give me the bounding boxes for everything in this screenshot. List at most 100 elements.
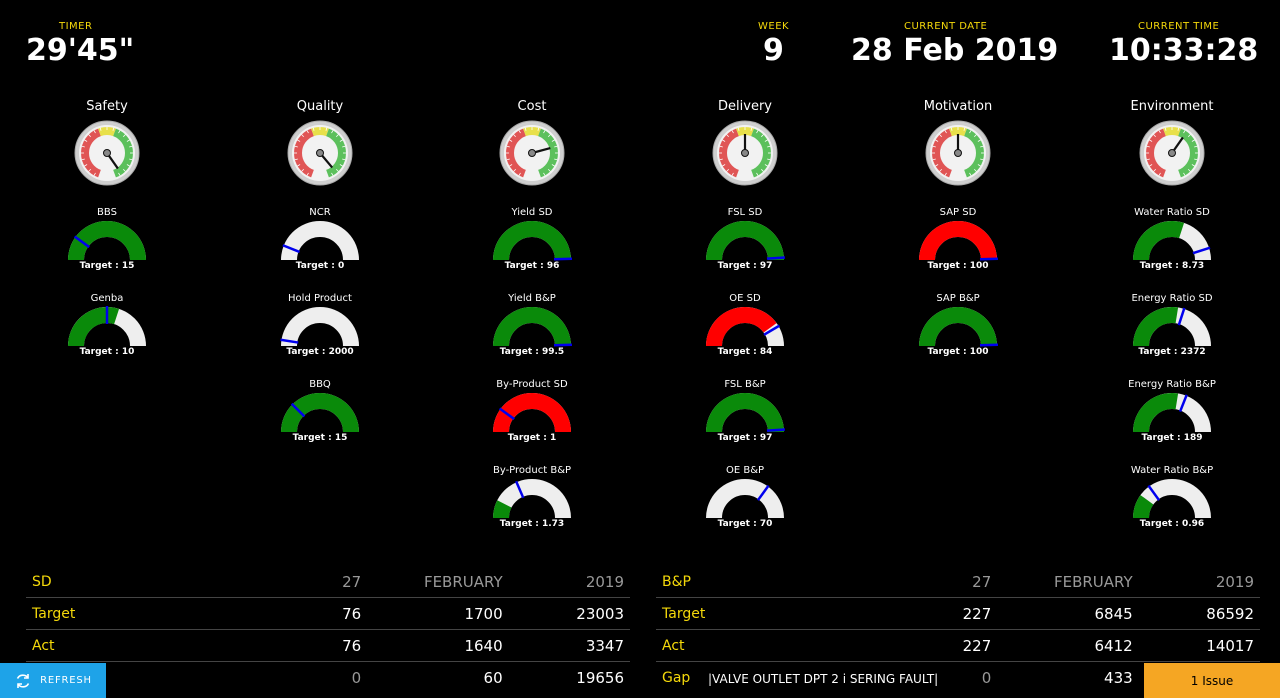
kpi-value: 2224 xyxy=(1159,335,1185,345)
cell: 1700 xyxy=(367,597,509,630)
refresh-button[interactable]: REFRESH xyxy=(0,663,106,698)
kpi-arc xyxy=(493,393,571,433)
kpi-gauge: SAP SD 98 Target : 100 xyxy=(888,206,1028,271)
row-label: Act xyxy=(656,629,867,662)
kpi-target: Target : 2372 xyxy=(1138,347,1206,357)
dial-gauge xyxy=(499,120,565,186)
kpi-arc xyxy=(493,479,571,519)
kpi-gauge: Yield B&P 99.7 Target : 99.5 xyxy=(462,292,602,357)
kpi-gauge: BBS 74 Target : 15 xyxy=(37,206,177,271)
kpi-target: Target : 1 xyxy=(507,433,557,443)
alarm-ticker: |VALVE OUTLET DPT 2 i SERING FAULT| xyxy=(708,672,939,686)
kpi-name: OE SD xyxy=(729,293,761,304)
kpi-gauge: Energy Ratio B&P 169 Target : 189 xyxy=(1102,378,1242,443)
kpi-gauge: NCR 0 Target : 0 xyxy=(250,206,390,271)
issue-button[interactable]: 1 Issue xyxy=(1144,663,1280,698)
kpi-gauge: OE SD 81 Target : 84 xyxy=(675,292,815,357)
kpi-name: NCR xyxy=(309,207,331,218)
kpi-target: Target : 97 xyxy=(717,261,773,271)
kpi-target: Target : 2000 xyxy=(286,347,354,357)
timer-label: TIMER xyxy=(59,21,93,32)
kpi-arc xyxy=(281,393,359,433)
kpi-gauge: Genba 12 Target : 10 xyxy=(37,292,177,357)
kpi-name: Energy Ratio B&P xyxy=(1128,379,1216,390)
week-value: 9 xyxy=(763,33,784,68)
table-row: 0 60 19656 xyxy=(26,661,630,693)
current-date-label: CURRENT DATE xyxy=(904,21,988,32)
kpi-gauge: Water Ratio SD 5.7 Target : 8.73 xyxy=(1102,206,1242,271)
kpi-name: Genba xyxy=(90,293,124,304)
sd-header-month: FEBRUARY xyxy=(423,572,503,591)
kpi-value: 673 xyxy=(522,421,542,431)
cell: 86592 xyxy=(1138,597,1260,630)
kpi-arc xyxy=(281,221,359,261)
bp-table-title: B&P xyxy=(662,573,691,590)
kpi-gauge: Water Ratio B&P 0.73 Target : 0.96 xyxy=(1102,464,1242,529)
kpi-value: 100 xyxy=(735,249,755,259)
current-time-value: 10:33:28 xyxy=(1109,33,1259,68)
kpi-gauge: By-Product B&P 0.75 Target : 1.73 xyxy=(462,464,602,529)
cell: 6845 xyxy=(997,597,1139,630)
sd-summary-table: SD 27 FEBRUARY 2019 Target 76 1700 23003… xyxy=(26,566,630,693)
bp-header-day: 27 xyxy=(972,572,992,591)
kpi-name: BBQ xyxy=(309,379,331,390)
timer-value: 29'45" xyxy=(26,33,135,68)
kpi-gauge: By-Product SD 673 Target : 1 xyxy=(462,378,602,443)
kpi-target: Target : 15 xyxy=(79,261,135,271)
kpi-target: Target : 100 xyxy=(927,261,989,271)
kpi-value: 97 xyxy=(525,249,539,259)
cell: 76 xyxy=(236,629,368,662)
category-safety: Safety xyxy=(37,99,177,186)
kpi-target: Target : 0.96 xyxy=(1139,519,1205,529)
kpi-value: 100 xyxy=(948,335,968,345)
category-title: Cost xyxy=(517,99,547,114)
row-label: Act xyxy=(26,629,237,662)
kpi-name: Yield B&P xyxy=(508,293,556,304)
refresh-icon xyxy=(16,673,30,688)
row-label: Target xyxy=(26,597,237,630)
dial-gauge xyxy=(712,120,778,186)
kpi-name: SAP B&P xyxy=(936,293,980,304)
kpi-gauge: FSL B&P 200 Target : 97 xyxy=(675,378,815,443)
cell: 0 xyxy=(236,661,368,693)
category-cost: Cost xyxy=(462,99,602,186)
kpi-gauge: Yield SD 97 Target : 96 xyxy=(462,206,602,271)
dial-gauge xyxy=(1139,120,1205,186)
current-date-value: 28 Feb 2019 xyxy=(851,33,1059,68)
kpi-name: BBS xyxy=(97,207,117,218)
kpi-arc xyxy=(493,307,572,347)
table-row: Act 227 6412 14017 xyxy=(656,629,1260,662)
kpi-name: FSL B&P xyxy=(724,379,766,390)
kpi-name: Hold Product xyxy=(288,293,352,304)
kpi-value: 169 xyxy=(1162,421,1182,431)
kpi-value: 81 xyxy=(738,335,752,345)
kpi-arc xyxy=(68,221,146,261)
kpi-target: Target : 1.73 xyxy=(499,519,565,529)
kpi-gauge: Hold Product 1 Target : 2000 xyxy=(250,292,390,357)
cell: 19656 xyxy=(508,661,630,693)
kpi-value: 0.75 xyxy=(520,507,544,517)
sd-header-year: 2019 xyxy=(585,572,624,591)
kpi-value: 0 xyxy=(741,507,749,517)
kpi-gauge: BBQ 51 Target : 15 xyxy=(250,378,390,443)
refresh-label: REFRESH xyxy=(40,675,92,686)
kpi-value: 74 xyxy=(100,249,114,259)
kpi-name: By-Product SD xyxy=(496,379,568,390)
kpi-name: Water Ratio SD xyxy=(1134,207,1210,218)
cell: 23003 xyxy=(508,597,630,630)
cell: 76 xyxy=(236,597,368,630)
kpi-target: Target : 8.73 xyxy=(1139,261,1205,271)
dial-gauge xyxy=(287,120,353,186)
kpi-value: 0 xyxy=(316,249,324,259)
kpi-arc xyxy=(706,393,785,433)
kpi-value: 5.7 xyxy=(1164,249,1180,259)
table-row: Target 227 6845 86592 xyxy=(656,597,1260,630)
category-title: Environment xyxy=(1130,99,1214,114)
row-label: Target xyxy=(656,597,867,630)
kpi-target: Target : 96 xyxy=(504,261,560,271)
category-title: Quality xyxy=(296,99,344,114)
kpi-arc xyxy=(919,307,998,347)
kpi-arc xyxy=(706,221,785,261)
dial-gauge xyxy=(925,120,991,186)
kpi-arc xyxy=(1133,479,1211,519)
